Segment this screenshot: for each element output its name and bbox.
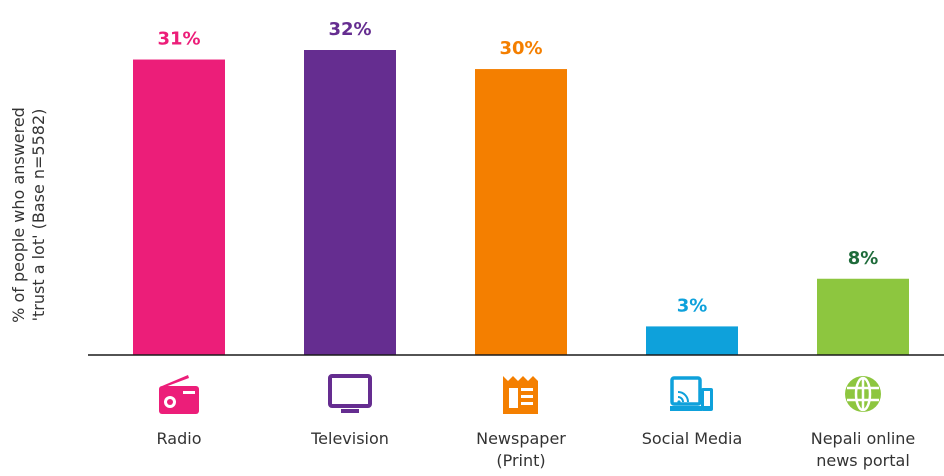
category-label: Newspaper (476, 429, 566, 448)
data-label: 8% (848, 248, 879, 269)
radio-icon (159, 375, 199, 414)
globe-icon (845, 376, 881, 412)
data-label: 30% (499, 38, 542, 59)
category-label: news portal (816, 451, 910, 470)
bar-social-media (646, 326, 738, 355)
y-axis-label-line: 'trust a lot' (Base n=5582) (29, 109, 48, 322)
category-label: Social Media (642, 429, 743, 448)
category-label: (Print) (496, 451, 545, 470)
bar-nepali-online-news-portal (817, 278, 909, 355)
category-label: Radio (157, 429, 202, 448)
social-media-icon (670, 376, 713, 411)
y-axis-label: % of people who answered'trust a lot' (B… (9, 107, 48, 323)
category-label: Television (310, 429, 389, 448)
bar-newspaper-print- (475, 69, 567, 355)
television-icon (328, 374, 372, 413)
bars: 31% 32% 30% 3% 8% (133, 19, 909, 355)
category-label: Nepali online (811, 429, 916, 448)
data-label: 32% (328, 19, 371, 40)
data-label: 31% (157, 29, 200, 50)
bar-television (304, 50, 396, 355)
category-labels: Radio Television Newspaper (Print) Social Me… (157, 429, 916, 470)
y-axis-label-line: % of people who answered (9, 107, 28, 323)
data-label: 3% (677, 295, 708, 316)
bar-radio (133, 59, 225, 355)
category-icons (159, 374, 881, 414)
newspaper-icon (503, 376, 538, 414)
